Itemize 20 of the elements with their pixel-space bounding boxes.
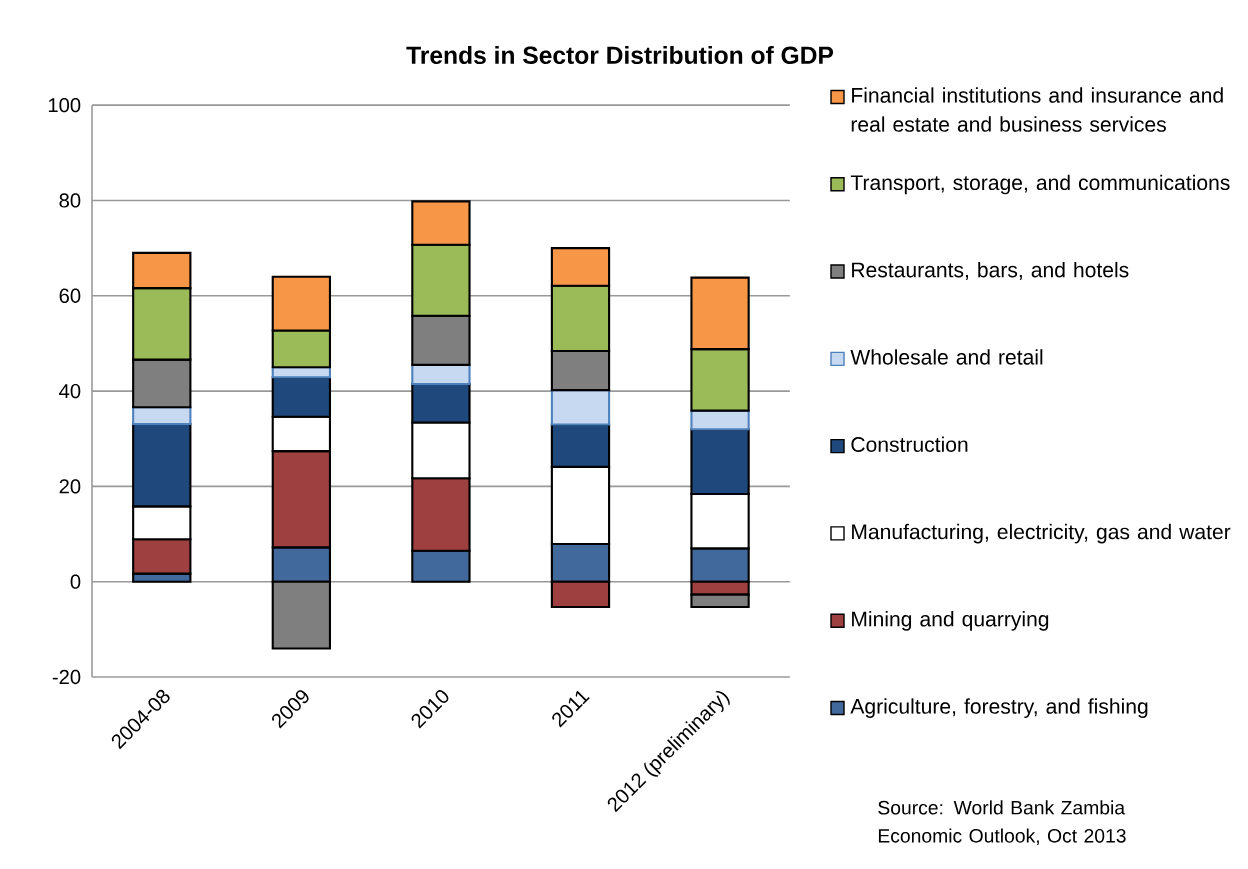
legend-label: Mining and quarrying	[852, 611, 1049, 631]
y-tick-label: 80	[59, 193, 81, 208]
bar	[132, 406, 192, 426]
legend-label: Transport, storage, and communications	[850, 174, 1230, 195]
chart-title: Trends in Sector Distribution of GDP	[406, 45, 834, 65]
y-tick-label: 20	[59, 479, 81, 494]
legend-label: Wholesale and retail	[850, 349, 1043, 365]
bar	[411, 363, 471, 385]
legend-label: Restaurants, bars, and hotels	[852, 261, 1129, 280]
legend-label: Agriculture, forestry, and fishing	[850, 698, 1148, 718]
y-tick-label: 100	[48, 97, 81, 113]
y-tick-label: 60	[59, 288, 81, 303]
legend-label: Manufacturing, electricity, gas and water	[852, 523, 1231, 544]
legend-label: Construction	[851, 436, 968, 452]
y-tick-label: 40	[59, 383, 81, 399]
bar	[550, 389, 611, 426]
legend-label: Financial institutions and insurance and real estate and business services	[851, 87, 1223, 132]
source-note: Source: World Bank Zambia Economic Outlook, Oct 2013	[878, 800, 1126, 845]
y-tick-label: 0	[70, 574, 81, 589]
y-tick-label: -20	[52, 669, 81, 685]
